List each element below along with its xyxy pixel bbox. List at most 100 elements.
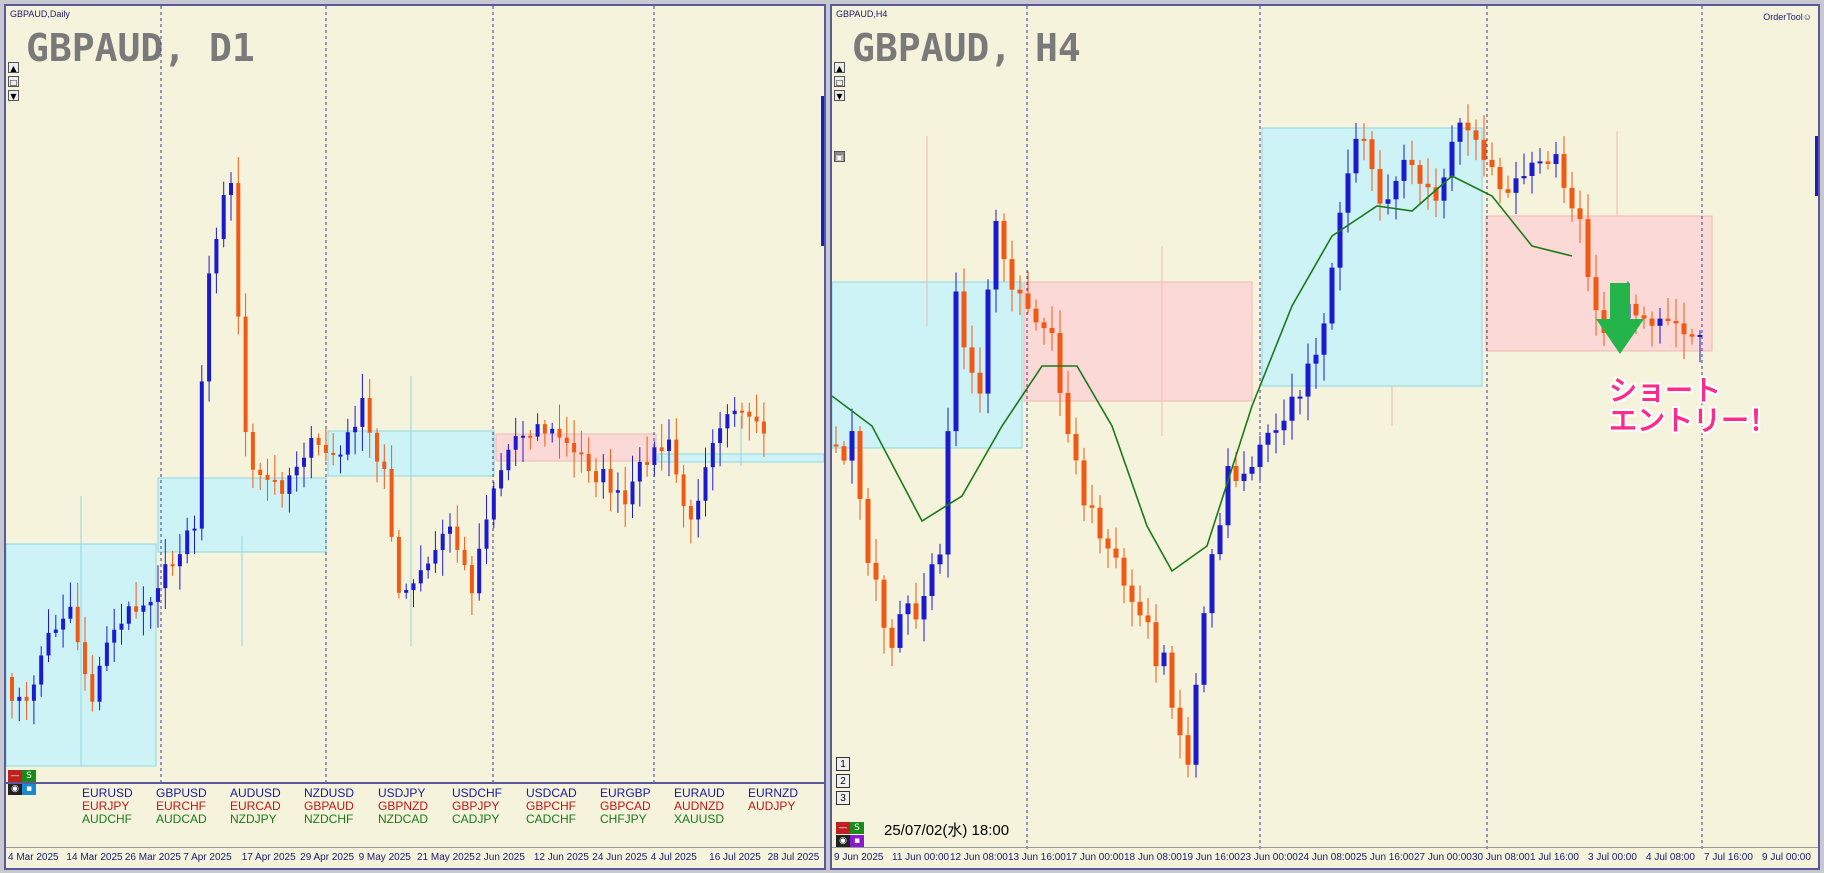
symbol-link[interactable]: EURCHF (156, 799, 206, 813)
symbol-link[interactable]: EURAUD (674, 786, 725, 800)
candle-body (937, 554, 943, 565)
candle-body (24, 696, 29, 701)
x-axis-label: 17 Jun 00:00 (1066, 852, 1124, 863)
candle-body (1089, 505, 1095, 508)
candle-body (977, 372, 983, 394)
symbol-link[interactable]: NZDCAD (378, 812, 428, 826)
scroll-down-button[interactable]: ▼ (834, 90, 845, 101)
candle-body (163, 564, 168, 589)
candle-body (897, 614, 903, 648)
candle-body (1153, 622, 1159, 667)
zoom-button[interactable]: □ (834, 76, 845, 87)
symbol-link[interactable]: GBPAUD (304, 799, 354, 813)
remove-button[interactable]: — (836, 822, 850, 834)
candle-body (280, 480, 285, 494)
scroll-up-button[interactable]: ▲ (8, 62, 19, 73)
candle-body (652, 447, 657, 465)
symbol-link[interactable]: GBPCHF (526, 799, 577, 813)
symbol-link[interactable]: USDCAD (526, 786, 577, 800)
symbol-link[interactable]: EURUSD (82, 786, 133, 800)
template-button-1[interactable]: 1 (836, 757, 850, 771)
remove-button[interactable]: — (8, 770, 22, 782)
candle-body (961, 291, 967, 348)
order-tool-label[interactable]: OrderTool☺ (1763, 12, 1812, 22)
symbol-link[interactable]: GBPCAD (600, 799, 651, 813)
candle-body (1385, 199, 1391, 204)
candle-body (10, 677, 14, 701)
sell-zone (1485, 215, 1713, 352)
candle-body (725, 414, 730, 429)
scroll-down-button[interactable]: ▼ (8, 90, 19, 101)
symbol-link[interactable]: AUDCAD (156, 812, 207, 826)
template-button-3[interactable]: 3 (836, 791, 850, 805)
symbol-link[interactable]: NZDUSD (304, 786, 354, 800)
symbol-link[interactable]: GBPNZD (378, 799, 429, 813)
symbol-link[interactable]: AUDNZD (674, 799, 724, 813)
vertical-scrollbar[interactable] (1815, 136, 1818, 196)
window-title: GBPAUD,Daily (10, 9, 70, 19)
x-axis-label: 4 Mar 2025 (8, 852, 59, 863)
candle-body (1033, 308, 1039, 323)
x-axis-label: 4 Jul 2025 (650, 852, 697, 863)
zoom-button[interactable]: □ (8, 76, 19, 87)
window-title: GBPAUD,H4 (836, 9, 888, 19)
vertical-scrollbar[interactable] (821, 96, 824, 246)
candle-body (199, 381, 204, 529)
short-entry-annotation: ショート エントリー！ (1609, 376, 1777, 436)
symbol-link[interactable]: AUDCHF (82, 812, 132, 826)
candle-body (1257, 444, 1263, 467)
candle-body (440, 533, 445, 551)
symbol-link[interactable]: CHFJPY (600, 812, 647, 826)
expand-icon[interactable]: ▣ (834, 151, 845, 162)
info-button[interactable]: ▪ (22, 783, 36, 795)
settings-s-button[interactable]: S (850, 822, 864, 834)
info-button[interactable]: ▪ (850, 835, 864, 847)
x-axis-label: 9 Jun 2025 (834, 852, 884, 863)
symbol-link[interactable]: AUDJPY (748, 799, 796, 813)
symbol-link[interactable]: GBPUSD (156, 786, 207, 800)
candle-body (542, 424, 547, 434)
eye-icon[interactable]: ◉ (836, 835, 850, 847)
candle-body (455, 526, 460, 550)
scroll-up-button[interactable]: ▲ (834, 62, 845, 73)
candle-body (499, 470, 504, 489)
symbol-link[interactable]: EURCAD (230, 799, 281, 813)
candle-body (953, 291, 959, 432)
candle-body (214, 238, 219, 274)
symbol-link[interactable]: AUDUSD (230, 786, 281, 800)
candle-body (1073, 434, 1079, 461)
symbol-link[interactable]: NZDCHF (304, 812, 354, 826)
candle-body (265, 474, 270, 480)
template-button-2[interactable]: 2 (836, 774, 850, 788)
h4-candlestick-chart (832, 6, 1713, 852)
eye-icon[interactable]: ◉ (8, 783, 22, 795)
symbol-link[interactable]: USDJPY (378, 786, 426, 800)
candle-body (740, 410, 744, 413)
symbol-link[interactable]: EURGBP (600, 786, 651, 800)
candle-body (426, 563, 431, 571)
candle-body (148, 601, 153, 606)
daily-candlestick-chart (6, 6, 824, 782)
candle-body (192, 528, 197, 531)
settings-s-button[interactable]: S (22, 770, 36, 782)
h4-chart-window[interactable]: GBPAUD,H4 OrderTool☺ GBPAUD, H4 ▲ □ ▼ ▣ … (830, 4, 1820, 870)
symbol-link[interactable]: USDCHF (452, 786, 502, 800)
daily-chart-window[interactable]: GBPAUD,Daily GBPAUD, D1 ▲ □ ▼ — S ◉ ▪ EU… (4, 4, 826, 870)
symbol-link[interactable]: EURNZD (748, 786, 798, 800)
candle-body (513, 436, 518, 450)
x-axis-label: 16 Jul 2025 (709, 852, 761, 863)
candle-body (535, 424, 540, 437)
candle-body (1513, 178, 1519, 193)
symbol-link[interactable]: EURJPY (82, 799, 130, 813)
symbol-link[interactable]: CADJPY (452, 812, 500, 826)
symbol-link[interactable]: GBPJPY (452, 799, 500, 813)
x-axis-label: 7 Jul 16:00 (1704, 852, 1753, 863)
candle-body (1313, 354, 1319, 364)
candle-body (243, 316, 248, 433)
symbol-link[interactable]: CADCHF (526, 812, 576, 826)
symbol-link[interactable]: NZDJPY (230, 812, 277, 826)
candle-body (97, 665, 102, 702)
candle-body (331, 452, 336, 455)
symbol-link[interactable]: XAUUSD (674, 812, 725, 826)
x-axis-label: 7 Apr 2025 (183, 852, 232, 863)
